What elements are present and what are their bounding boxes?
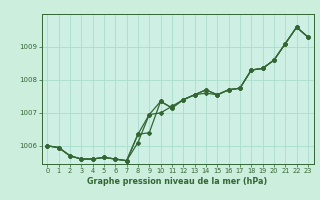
X-axis label: Graphe pression niveau de la mer (hPa): Graphe pression niveau de la mer (hPa) <box>87 177 268 186</box>
